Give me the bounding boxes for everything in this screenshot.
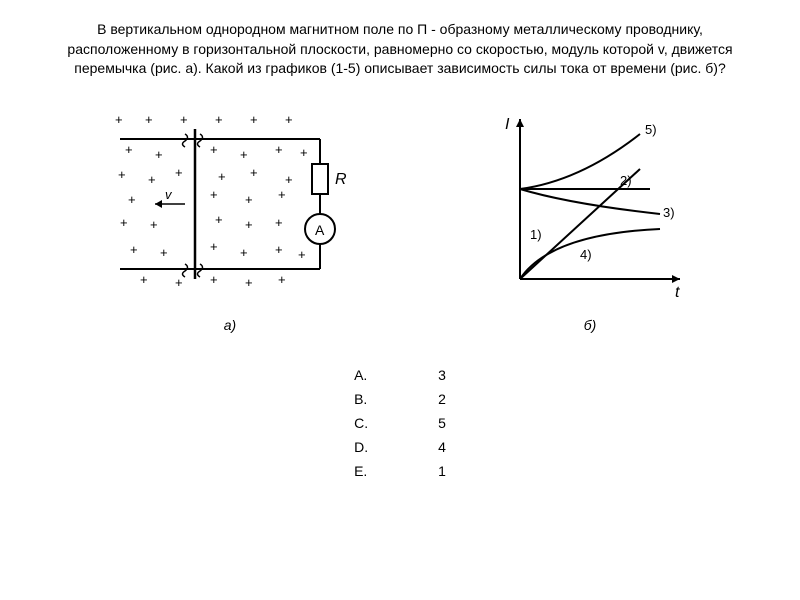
answer-letter: E. [344, 459, 428, 483]
svg-text:+: + [250, 165, 258, 180]
curve-4-label: 4) [580, 247, 592, 262]
figures-row: R A v ++++++ ++++++ ++++++ ++++ +++++ [40, 99, 760, 333]
answer-row: D. 4 [344, 435, 456, 459]
svg-text:+: + [150, 217, 158, 232]
svg-text:+: + [285, 112, 293, 127]
answer-value: 2 [428, 387, 456, 411]
curve-5-label: 5) [645, 122, 657, 137]
svg-text:+: + [120, 215, 128, 230]
figure-b-label: б) [584, 317, 597, 333]
svg-text:+: + [175, 165, 183, 180]
answer-letter: C. [344, 411, 428, 435]
svg-text:+: + [278, 272, 286, 287]
svg-text:+: + [125, 142, 133, 157]
svg-text:+: + [245, 192, 253, 207]
ammeter-label: A [315, 222, 325, 238]
figure-a-label: а) [224, 317, 236, 333]
svg-text:+: + [140, 272, 148, 287]
circuit-diagram: R A v ++++++ ++++++ ++++++ ++++ +++++ [100, 99, 360, 309]
svg-text:+: + [215, 112, 223, 127]
answer-row: B. 2 [344, 387, 456, 411]
figure-b-container: I t 5) 2) 3) 1) 4) б) [480, 99, 700, 333]
svg-text:+: + [118, 167, 126, 182]
svg-text:+: + [210, 239, 218, 254]
svg-text:+: + [275, 215, 283, 230]
svg-text:+: + [148, 172, 156, 187]
answer-row: E. 1 [344, 459, 456, 483]
answer-row: C. 5 [344, 411, 456, 435]
svg-text:+: + [210, 142, 218, 157]
curve-3-label: 3) [663, 205, 675, 220]
answer-value: 5 [428, 411, 456, 435]
svg-text:+: + [128, 192, 136, 207]
answer-letter: B. [344, 387, 428, 411]
svg-text:+: + [285, 172, 293, 187]
svg-text:+: + [275, 142, 283, 157]
answer-letter: D. [344, 435, 428, 459]
graph-diagram: I t 5) 2) 3) 1) 4) [480, 99, 700, 309]
svg-text:+: + [250, 112, 258, 127]
y-axis-label: I [505, 116, 510, 133]
answer-value: 1 [428, 459, 456, 483]
svg-text:+: + [115, 112, 123, 127]
question-text: В вертикальном однородном магнитном поле… [40, 20, 760, 79]
x-axis-label: t [675, 284, 680, 301]
svg-text:+: + [240, 147, 248, 162]
svg-text:+: + [245, 217, 253, 232]
figure-a-container: R A v ++++++ ++++++ ++++++ ++++ +++++ [100, 99, 360, 333]
svg-text:+: + [180, 112, 188, 127]
svg-text:+: + [130, 242, 138, 257]
svg-text:+: + [145, 112, 153, 127]
curve-1-label: 1) [530, 227, 542, 242]
svg-text:+: + [240, 245, 248, 260]
svg-text:+: + [300, 145, 308, 160]
svg-text:+: + [155, 147, 163, 162]
answer-row: A. 3 [344, 363, 456, 387]
svg-text:+: + [160, 245, 168, 260]
svg-text:+: + [298, 247, 306, 262]
svg-text:+: + [210, 187, 218, 202]
velocity-label: v [165, 187, 173, 202]
answer-value: 4 [428, 435, 456, 459]
svg-text:+: + [210, 272, 218, 287]
svg-text:+: + [245, 275, 253, 290]
svg-text:+: + [175, 275, 183, 290]
answers-table: A. 3 B. 2 C. 5 D. 4 E. 1 [344, 363, 456, 483]
answer-letter: A. [344, 363, 428, 387]
svg-text:+: + [275, 242, 283, 257]
svg-text:+: + [278, 187, 286, 202]
svg-text:+: + [218, 169, 226, 184]
resistor-label: R [335, 171, 347, 188]
svg-text:+: + [215, 212, 223, 227]
answer-value: 3 [428, 363, 456, 387]
